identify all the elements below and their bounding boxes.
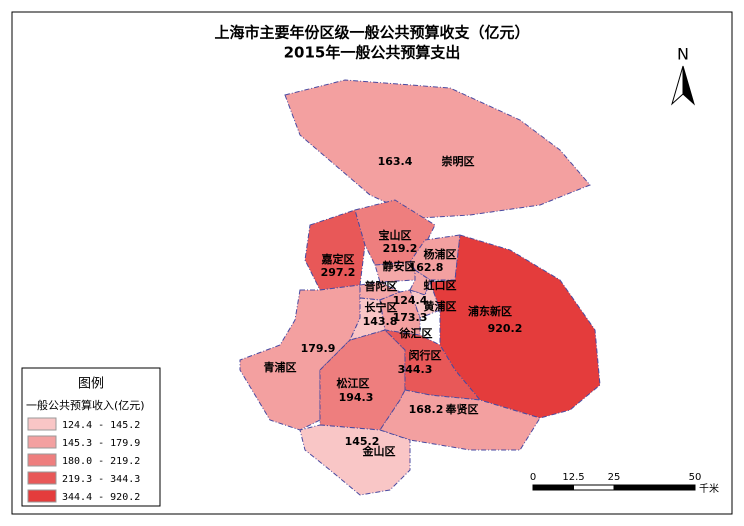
district-value: 297.2	[321, 266, 356, 279]
north-label: N	[677, 45, 689, 64]
legend: 124.4 - 145.2 145.3 - 179.9 180.0 - 219.2 2…	[27, 417, 140, 503]
district-value: 163.4	[378, 155, 413, 168]
district	[379, 289, 421, 336]
district-name: 金山区	[362, 444, 396, 458]
district-name: 嘉定区	[321, 252, 355, 266]
district-name: 青浦区	[264, 360, 297, 374]
district-value: 168.2	[409, 403, 444, 416]
district-value: 124.4	[393, 294, 428, 307]
regions	[239, 79, 601, 496]
scale-segment	[613, 484, 696, 491]
district-value: 194.3	[339, 391, 374, 404]
district-value: 173.3	[393, 311, 428, 324]
legend-subtitle: 一般公共预算收入(亿元)	[26, 398, 145, 412]
legend-swatch	[27, 453, 57, 467]
district-value: 179.9	[301, 342, 336, 355]
district-value: 344.3	[398, 363, 433, 376]
scale-tick-label: 0	[530, 472, 536, 483]
district-name: 黄浦区	[424, 299, 457, 313]
district	[349, 297, 386, 341]
district	[383, 329, 482, 401]
scale-unit: 千米	[699, 482, 719, 495]
map-title: 上海市主要年份区级一般公共预算收支（亿元）	[214, 24, 529, 42]
district	[299, 424, 411, 496]
district-name: 闵行区	[409, 348, 442, 362]
scale-segment	[532, 484, 574, 491]
district-value: 219.2	[383, 242, 418, 255]
north-arrow	[671, 65, 684, 106]
legend-swatch	[27, 471, 57, 485]
scale-segment	[573, 484, 615, 491]
district-value: 145.2	[345, 435, 380, 448]
legend-swatch	[27, 489, 57, 503]
legend-label: 145.3 - 179.9	[62, 438, 140, 449]
legend-swatch	[27, 435, 57, 449]
district-name: 普陀区	[365, 279, 398, 293]
legend-title: 图例	[78, 377, 104, 392]
scale-tick-label: 25	[608, 472, 621, 483]
district	[409, 280, 441, 319]
district-name: 崇明区	[442, 154, 475, 168]
district	[374, 261, 416, 283]
district-value: 162.8	[409, 261, 444, 274]
north-arrow	[682, 65, 695, 106]
legend-label: 344.4 - 920.2	[62, 492, 140, 503]
district-value: 143.8	[363, 315, 398, 328]
scale-tick-label: 50	[689, 472, 702, 483]
district-name: 徐汇区	[399, 326, 433, 340]
scale-tick-label: 12.5	[562, 472, 584, 483]
district-name: 静安区	[383, 259, 416, 273]
district-name: 长宁区	[365, 300, 398, 314]
district-name: 浦东新区	[468, 304, 512, 318]
district	[379, 389, 541, 451]
frame	[11, 11, 733, 515]
legend-label: 219.3 - 344.3	[62, 474, 140, 485]
district-name: 奉贤区	[445, 402, 479, 416]
map-subtitle: 2015年一般公共预算支出	[284, 44, 461, 62]
legend-label: 124.4 - 145.2	[62, 420, 140, 431]
district-name: 杨浦区	[424, 247, 457, 261]
legend-label: 180.0 - 219.2	[62, 456, 140, 467]
legend-swatch	[27, 417, 57, 431]
district-name: 宝山区	[379, 228, 412, 242]
district	[284, 79, 591, 219]
district-name: 松江区	[337, 376, 370, 390]
district-value: 920.2	[488, 322, 523, 335]
district-name: 虹口区	[424, 278, 457, 292]
